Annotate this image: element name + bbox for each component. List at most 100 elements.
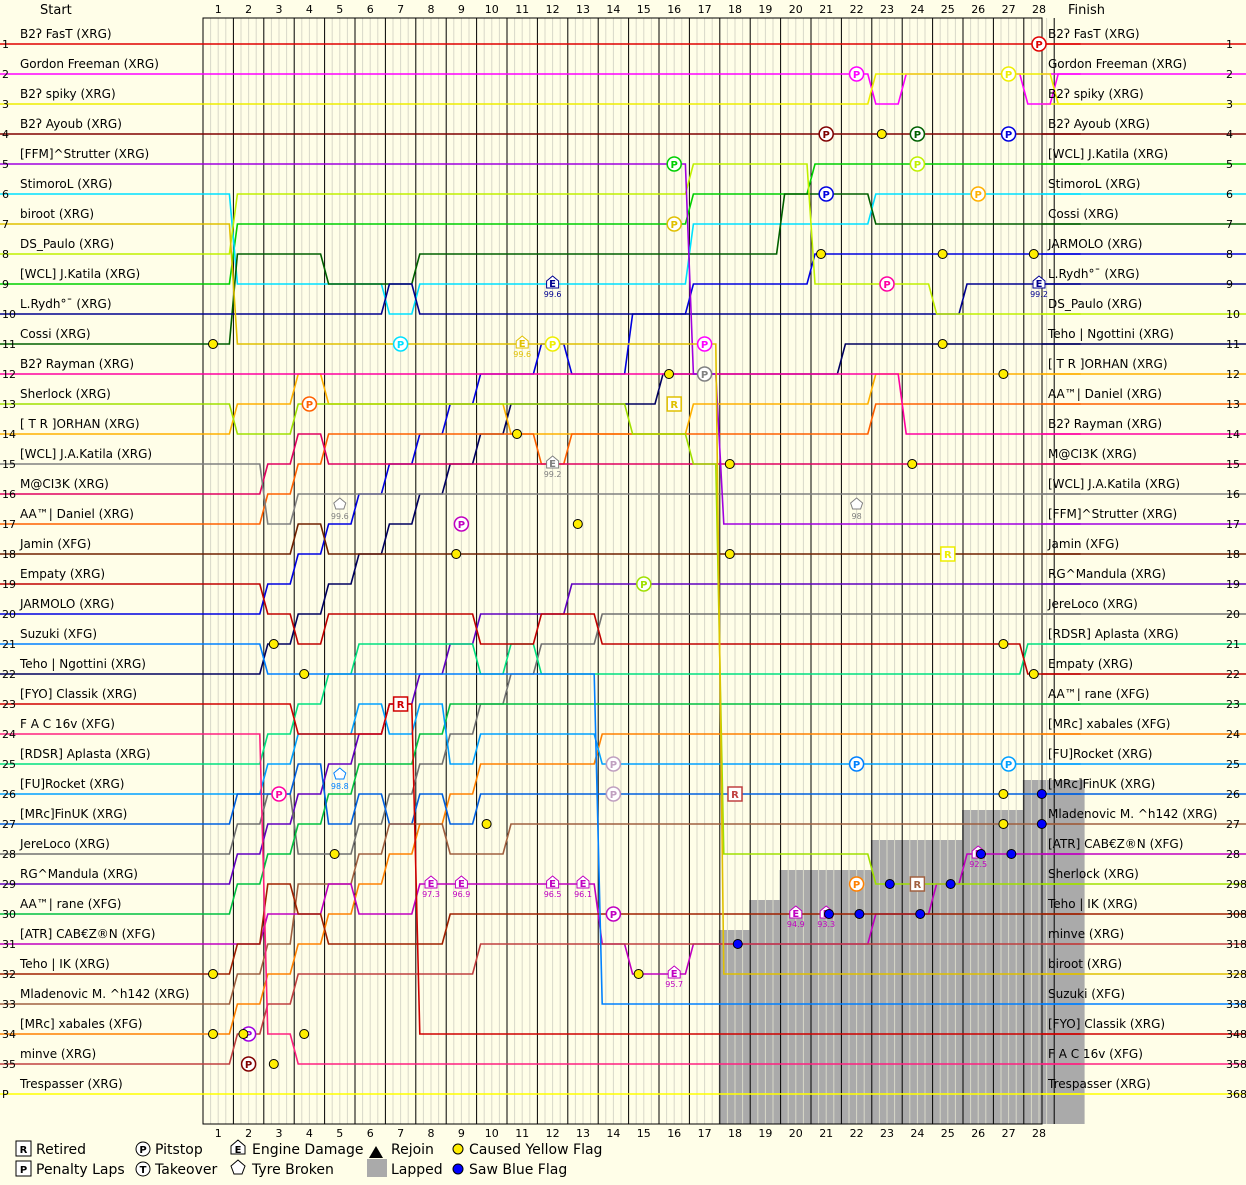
start-position-tick: 16 <box>2 488 16 501</box>
pitstop-marker <box>1000 756 1017 772</box>
lap-tick-top: 11 <box>515 3 529 16</box>
legend-tyre-swatch <box>230 1159 246 1175</box>
pitstop-letter: P <box>245 1030 252 1041</box>
lap-tick-bottom: 15 <box>637 1127 651 1140</box>
finish-position-tick: 18 <box>1226 548 1240 561</box>
finish-driver-label: B2ʔ spiky (XRG) <box>1048 87 1144 101</box>
start-position-tick: 30 <box>2 908 16 921</box>
yellow-flag-dot <box>208 1029 218 1039</box>
engine-damage-marker <box>789 905 803 919</box>
start-driver-label: AA™| Daniel (XRG) <box>20 507 134 521</box>
driver-line <box>203 403 1081 885</box>
yellow-flag-dot <box>907 459 918 469</box>
pitstop-letter: P <box>1005 130 1012 141</box>
pitstop-letter: P <box>245 1060 252 1071</box>
pitstop-marker <box>909 156 926 172</box>
yellow-flag-dot <box>208 969 218 979</box>
start-driver-label: [MRc]FinUK (XRG) <box>20 807 127 821</box>
lap-tick-top: 10 <box>485 3 499 16</box>
start-position-tick: 19 <box>2 578 16 591</box>
start-driver-label: [MRc] xabales (XFG) <box>20 1017 142 1031</box>
start-position-tick: 26 <box>2 788 16 801</box>
engine-damage-letter: E <box>549 279 556 290</box>
driver-line <box>203 523 1081 555</box>
start-driver-label: biroot (XRG) <box>20 207 94 221</box>
pitstop-letter: P <box>397 340 404 351</box>
pitstop-letter: P <box>549 340 556 351</box>
start-position-tick: 31 <box>2 938 16 951</box>
lap-tick-top: 9 <box>458 3 465 16</box>
finish-driver-label: F A C 16v (XFG) <box>1048 1047 1143 1061</box>
pitstop-marker <box>1031 36 1047 52</box>
pitstop-marker <box>848 876 865 892</box>
finish-position-tick: 368 <box>1226 1088 1246 1101</box>
lap-tick-top: 20 <box>789 3 803 16</box>
lap-tick-top: 12 <box>546 3 560 16</box>
pitstop-marker <box>818 186 834 202</box>
pitstop-letter: P <box>883 280 890 291</box>
driver-line <box>203 763 1081 825</box>
start-position-tick: 8 <box>2 248 9 261</box>
pitstop-marker <box>818 126 834 142</box>
engine-damage-value: 99.6 <box>544 290 562 299</box>
engine-damage-marker <box>546 275 560 289</box>
finish-position-tick: 338 <box>1226 998 1246 1011</box>
lap-grid: 1122334455667788991010111112121313141415… <box>202 3 1055 1140</box>
start-driver-label: [WCL] J.Katila (XRG) <box>20 267 140 281</box>
pitstop-letter: P <box>640 580 647 591</box>
pitstop-letter: P <box>853 880 860 891</box>
retired-letter: R <box>670 400 678 411</box>
pitstop-marker <box>879 276 895 292</box>
yellow-flag-dot <box>238 1029 249 1039</box>
legend-takeover-swatch <box>135 1161 151 1177</box>
yellow-flag-dot <box>876 129 887 139</box>
driver-line <box>203 373 1081 435</box>
yellow-flag-dot <box>816 249 826 259</box>
yellow-flag-dot <box>268 1059 279 1069</box>
finish-driver-label: [FFM]^Strutter (XRG) <box>1048 507 1177 521</box>
lap-tick-bottom: 12 <box>546 1127 560 1140</box>
start-position-tick: 2 <box>2 68 9 81</box>
engine-damage-value: 99.6 <box>513 350 531 359</box>
finish-position-tick: 14 <box>1226 428 1240 441</box>
engine-damage-letter: E <box>792 909 799 920</box>
driver-line <box>203 163 1081 525</box>
pitstop-letter: P <box>853 760 860 771</box>
lap-tick-bottom: 14 <box>606 1127 620 1140</box>
driver-line <box>203 943 1081 1065</box>
blue-flag-dot <box>884 879 895 889</box>
lap-tick-top: 13 <box>576 3 590 16</box>
pitstop-letter: P <box>1005 70 1012 81</box>
yellow-flag-dot <box>1028 669 1039 679</box>
lap-tick-top: 25 <box>941 3 955 16</box>
pitstop-marker <box>392 336 409 352</box>
finish-driver-label: M@CI3K (XRG) <box>1048 447 1137 461</box>
pitstop-letter: P <box>701 370 708 381</box>
blue-flag-dot <box>976 849 986 859</box>
finish-position-tick: 27 <box>1226 818 1240 831</box>
engine-damage-value: 92.5 <box>969 860 987 869</box>
finish-position-tick: 19 <box>1226 578 1240 591</box>
legend-retired-label: Retired <box>36 1142 86 1158</box>
start-position-tick: 15 <box>2 458 16 471</box>
lap-tick-bottom: 17 <box>698 1127 712 1140</box>
start-driver-label: B2ʔ spiky (XRG) <box>20 87 116 101</box>
finish-position-tick: 3 <box>1226 98 1233 111</box>
legend-penalty-label: Penalty Laps <box>36 1162 125 1178</box>
start-driver-label: M@CI3K (XRG) <box>20 477 109 491</box>
engine-damage-value: 93.3 <box>817 920 835 929</box>
finish-driver-label: [ATR] CAB€Z®N (XFG) <box>1048 837 1183 851</box>
lap-tick-top: 28 <box>1032 3 1046 16</box>
finish-position-tick: 1 <box>1226 38 1233 51</box>
blue-flag-dot <box>1036 789 1047 799</box>
start-driver-label: Cossi (XRG) <box>20 327 91 341</box>
finish-driver-label: Gordon Freeman (XRG) <box>1048 57 1187 71</box>
engine-damage-letter: E <box>428 879 435 890</box>
finish-position-tick: 25 <box>1226 758 1240 771</box>
blue-flag-dot <box>1036 819 1047 829</box>
driver-line <box>203 643 1081 1005</box>
yellow-flag-dot <box>1028 249 1039 259</box>
legend-engine-letter: E <box>235 1145 242 1156</box>
finish-position-tick: 13 <box>1226 398 1240 411</box>
legend-penalty-letter: P <box>20 1165 27 1176</box>
